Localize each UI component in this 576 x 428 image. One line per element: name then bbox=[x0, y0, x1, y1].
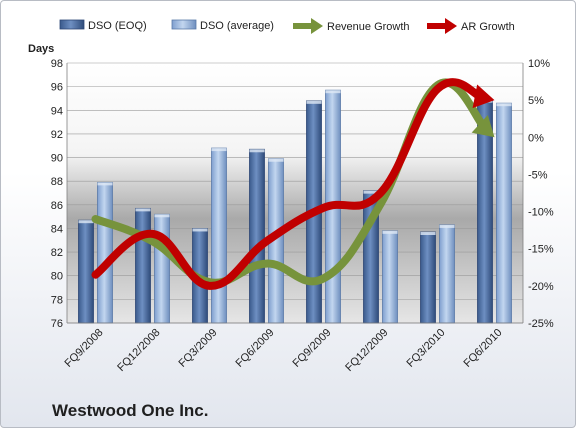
right-tick-label: 0% bbox=[528, 132, 544, 144]
bar-cap bbox=[496, 103, 512, 107]
left-tick-label: 86 bbox=[51, 200, 63, 212]
bar-dso-eoq bbox=[249, 148, 265, 324]
left-tick-label: 96 bbox=[51, 82, 63, 94]
left-tick-label: 84 bbox=[51, 223, 63, 235]
bar-dso-average bbox=[439, 224, 455, 324]
left-tick-label: 90 bbox=[51, 153, 63, 165]
bar-cap bbox=[211, 148, 227, 152]
left-axis-title: Days bbox=[28, 43, 54, 55]
right-tick-label: -10% bbox=[528, 207, 554, 219]
x-tick-label: FQ3/2010 bbox=[405, 327, 448, 370]
bar-cap bbox=[268, 158, 284, 162]
x-tick-label: FQ9/2008 bbox=[63, 327, 106, 370]
growth-lines bbox=[91, 78, 495, 290]
legend: DSO (EOQ) DSO (average) Revenue Growth AR G… bbox=[59, 18, 515, 34]
bar-cap bbox=[382, 230, 398, 234]
bar-cap bbox=[78, 220, 94, 224]
left-tick-label: 94 bbox=[51, 105, 63, 117]
x-tick-label: FQ6/2010 bbox=[462, 327, 505, 370]
revenue-growth-arrowhead bbox=[471, 114, 495, 138]
right-tick-label: 5% bbox=[528, 95, 544, 107]
right-tick-label: -15% bbox=[528, 244, 554, 256]
legend-label: Revenue Growth bbox=[327, 21, 410, 33]
left-tick-label: 80 bbox=[51, 271, 63, 283]
legend-label: AR Growth bbox=[461, 21, 515, 33]
legend-label: DSO (EOQ) bbox=[88, 20, 147, 32]
legend-swatch bbox=[171, 19, 197, 30]
ar-growth-arrowhead bbox=[472, 84, 495, 109]
bar-cap bbox=[363, 190, 379, 194]
bar-cap bbox=[154, 214, 170, 218]
bar-cap bbox=[439, 224, 455, 228]
right-tick-label: -25% bbox=[528, 318, 554, 330]
bar-dso-average bbox=[97, 181, 113, 324]
left-tick-label: 76 bbox=[51, 318, 63, 330]
bar-dso-average bbox=[211, 147, 227, 324]
bar-cap bbox=[97, 182, 113, 186]
right-tick-label: -5% bbox=[528, 169, 548, 181]
bar-cap bbox=[306, 100, 322, 104]
left-tick-label: 98 bbox=[51, 58, 63, 70]
legend-swatch bbox=[59, 19, 85, 30]
bar-dso-eoq bbox=[420, 231, 436, 324]
legend-swatch-arrow bbox=[311, 18, 323, 34]
bar-cap bbox=[249, 149, 265, 153]
left-tick-label: 78 bbox=[51, 294, 63, 306]
right-tick-label: -20% bbox=[528, 281, 554, 293]
legend-swatch-arrow bbox=[445, 18, 457, 34]
legend-label: DSO (average) bbox=[200, 20, 274, 32]
ar-growth-line bbox=[91, 78, 487, 290]
bar-dso-eoq bbox=[135, 207, 151, 324]
left-tick-label: 88 bbox=[51, 176, 63, 188]
x-tick-label: FQ6/2009 bbox=[234, 327, 277, 370]
left-tick-label: 92 bbox=[51, 129, 63, 141]
bar-cap bbox=[420, 232, 436, 235]
bar-dso-average bbox=[496, 102, 512, 324]
bar-dso-average bbox=[382, 230, 398, 324]
bar-cap bbox=[135, 208, 151, 212]
bar-dso-average bbox=[154, 213, 170, 324]
left-tick-label: 82 bbox=[51, 247, 63, 259]
right-tick-label: 10% bbox=[528, 58, 550, 70]
bar-dso-eoq bbox=[78, 219, 94, 324]
x-tick-label: FQ12/2009 bbox=[343, 327, 390, 374]
bar-cap bbox=[192, 228, 208, 232]
x-tick-label: FQ12/2008 bbox=[115, 327, 162, 374]
x-tick-label: FQ9/2009 bbox=[291, 327, 334, 370]
x-tick-label: FQ3/2009 bbox=[177, 327, 220, 370]
bar-cap bbox=[325, 90, 341, 94]
chart-title: Westwood One Inc. bbox=[52, 401, 208, 420]
